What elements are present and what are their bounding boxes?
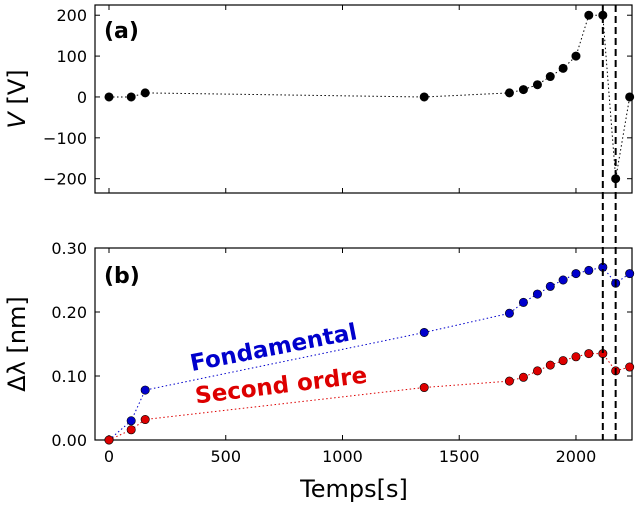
panel-b-series-0-point [140,385,150,395]
panel-a-series-0-point [126,92,136,102]
panel-a-y-tick-label: 100 [56,47,87,66]
panel-b-series-1-point [504,376,514,386]
panel-a-series-0-point [545,72,555,82]
panel-a-series-0-point [419,92,429,102]
panel-a-y-tick-label: −100 [43,129,87,148]
panel-a-series-0-point [532,80,542,90]
panel-b-series-0-point [518,297,528,307]
panel-a-series-0-line [109,14,631,179]
panel-b-series-1-point [584,349,594,359]
panel-b-x-tick-label: 500 [210,447,241,466]
panel-b-series-0-point [504,308,514,318]
panel-b-series-0-point [558,275,568,285]
panel-a-y-axis-unit: [V] [3,69,31,112]
panel-b-series-0-point [419,327,429,337]
panel-b-series-0-point [532,289,542,299]
panel-b-x-ticks: 0 500 1000 1500 2000 [104,248,596,466]
panel-a-y-tick-label: 0 [77,88,87,107]
panel-b-series-0-point [545,281,555,291]
panel-b-y-ticks: 0.00 0.10 0.20 0.30 [51,239,632,450]
panel-b-series-1-point [571,352,581,362]
panel-b-y-tick-label: 0.00 [51,431,87,450]
panel-a-y-tick-label: 200 [56,6,87,25]
dashed-vertical-markers [601,5,617,440]
panel-a-series-0-point [584,10,594,20]
panel-b-series-1-point [558,356,568,366]
panel-a-y-axis-symbol: V [3,111,31,129]
panel-b-series-1-point [419,383,429,393]
panel-b-x-tick-label: 1500 [439,447,480,466]
panel-b-series-0-point [584,265,594,275]
panel-b-series-1-point [140,415,150,425]
panel-b-series-0-line [108,266,630,441]
panel-a-y-tick-label: −200 [43,170,87,189]
panel-a-series-0-point [558,63,568,73]
panel-b-y-tick-label: 0.10 [51,367,87,386]
panel-b-series-0-point [625,269,635,279]
panel-b-frame [94,247,633,441]
panel-b-series-0-point [571,269,581,279]
panel-b-series [104,262,635,445]
panel-b-series-1-point [126,425,136,435]
panel-a-x-ticks [108,5,577,193]
panel-b-y-axis-title: Δλ [nm] [3,296,31,392]
panel-b-series-1-point [104,435,114,445]
panel-b: 0.00 0.10 0.20 0.30 0 500 1000 1500 2000 (b) Δλ… [3,239,635,503]
panel-a-series [104,10,635,184]
panel-a: 200 100 0 −100 −200 (a) V [V] [3,4,635,194]
panel-b-y-tick-label: 0.30 [51,239,87,258]
panel-b-series-0-point [126,416,136,426]
panel-a-frame [94,4,633,194]
panel-b-series-1-point [545,360,555,370]
panel-a-series-0-point [518,85,528,95]
panel-b-x-tick-label: 2000 [556,447,597,466]
panel-a-series-0-point [104,92,114,102]
panel-b-x-tick-label: 0 [104,447,114,466]
panel-a-series-0-point [140,88,150,98]
panel-b-series-1-point [532,366,542,376]
panel-a-series-0-point [625,92,635,102]
panel-a-series-0-point [504,88,514,98]
panel-b-y-tick-label: 0.20 [51,303,87,322]
panel-a-y-axis-title: V [V] [3,69,31,128]
panel-a-label: (a) [104,19,139,44]
panel-b-label: (b) [104,264,140,289]
panel-a-y-ticks: 200 100 0 −100 −200 [43,6,632,189]
panel-b-series-1-point [518,372,528,382]
panel-a-series-0-point [571,51,581,61]
panel-b-x-tick-label: 1000 [322,447,363,466]
panel-b-series-1-point [625,362,635,372]
x-axis-title: Temps[s] [299,475,408,503]
